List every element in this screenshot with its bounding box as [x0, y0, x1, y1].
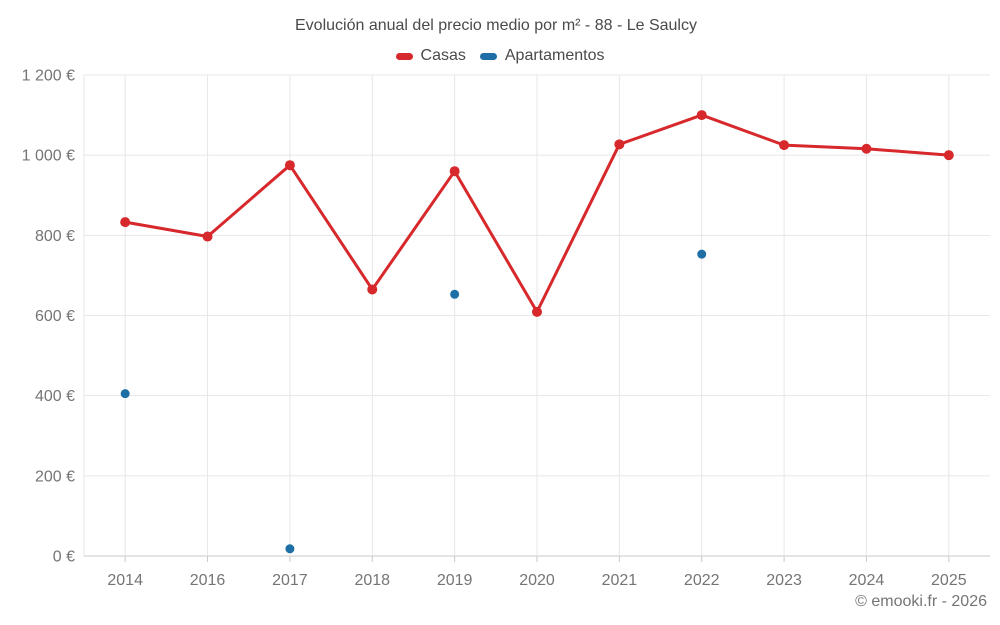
y-axis-tick-label: 600 € — [35, 308, 75, 325]
legend-item-apartamentos[interactable]: Apartamentos — [479, 47, 605, 65]
point-casas-2021[interactable] — [614, 139, 625, 150]
point-casas-2025[interactable] — [943, 150, 954, 161]
point-apartamentos-2019[interactable] — [450, 289, 460, 299]
point-apartamentos-2014[interactable] — [120, 389, 130, 399]
point-casas-2024[interactable] — [861, 143, 872, 154]
x-axis-tick-label: 2023 — [766, 572, 802, 589]
legend-label-apartamentos: Apartamentos — [504, 47, 605, 64]
x-axis-tick-label: 2019 — [437, 572, 473, 589]
x-axis-tick-label: 2017 — [272, 572, 308, 589]
y-axis-tick-label: 1 000 € — [22, 148, 75, 165]
y-axis-tick-label: 200 € — [35, 468, 75, 485]
point-casas-2017[interactable] — [284, 160, 295, 171]
y-axis-tick-label: 0 € — [53, 549, 75, 566]
y-axis-tick-label: 400 € — [35, 388, 75, 405]
point-casas-2014[interactable] — [120, 217, 131, 228]
point-casas-2018[interactable] — [367, 284, 378, 295]
credit-text: © emooki.fr - 2026 — [855, 593, 987, 610]
chart-title: Evolución anual del precio medio por m² … — [295, 17, 697, 34]
x-axis-tick-label: 2014 — [107, 572, 143, 589]
x-axis-tick-label: 2025 — [931, 572, 967, 589]
legend-item-casas[interactable]: Casas — [395, 47, 466, 65]
x-axis-tick-label: 2020 — [519, 572, 555, 589]
point-apartamentos-2017[interactable] — [285, 544, 295, 554]
point-apartamentos-2022[interactable] — [697, 249, 707, 259]
legend-swatch-apartamentos — [479, 52, 497, 60]
x-axis-tick-label: 2018 — [354, 572, 390, 589]
y-axis-tick-label: 1 200 € — [22, 68, 75, 85]
point-casas-2022[interactable] — [696, 110, 707, 121]
legend-swatch-casas — [395, 52, 413, 60]
x-axis-tick-label: 2016 — [190, 572, 226, 589]
y-axis-tick-label: 800 € — [35, 228, 75, 245]
point-casas-2020[interactable] — [532, 306, 542, 317]
point-casas-2023[interactable] — [779, 140, 790, 151]
x-axis-tick-label: 2022 — [684, 572, 720, 589]
x-axis-tick-label: 2024 — [849, 572, 885, 589]
legend-label-casas: Casas — [420, 47, 466, 64]
x-axis-tick-label: 2021 — [602, 572, 638, 589]
legend: Casas Apartamentos — [0, 47, 1000, 65]
point-casas-2016[interactable] — [202, 231, 213, 242]
point-casas-2019[interactable] — [449, 166, 460, 177]
